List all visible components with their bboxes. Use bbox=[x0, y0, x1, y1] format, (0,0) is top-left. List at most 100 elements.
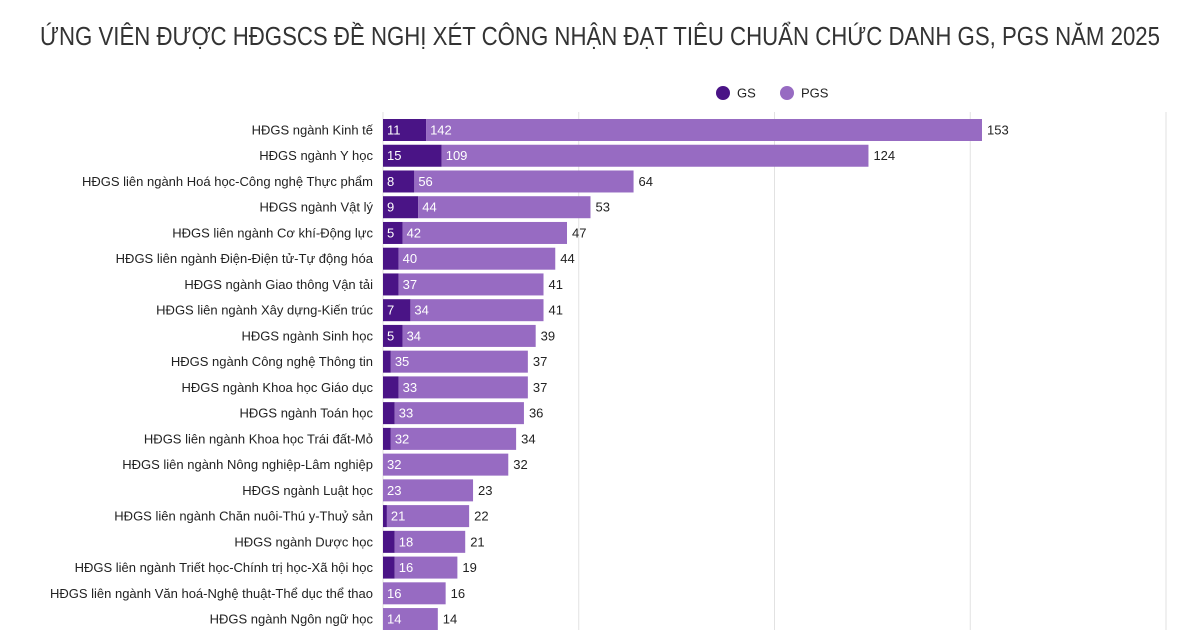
bar-segment bbox=[383, 479, 474, 502]
total-label: 53 bbox=[595, 200, 609, 215]
bar-segment bbox=[383, 427, 391, 450]
total-label: 34 bbox=[521, 431, 535, 446]
category-label: HĐGS liên ngành Khoa học Trái đất-Mỏ bbox=[144, 431, 373, 446]
category-label: HĐGS ngành Công nghệ Thông tin bbox=[171, 354, 373, 369]
category-label: HĐGS liên ngành Nông nghiệp-Lâm nghiệp bbox=[122, 457, 373, 472]
bar-segment bbox=[383, 196, 419, 219]
bar-segment bbox=[383, 402, 395, 425]
data-label: 33 bbox=[399, 406, 413, 421]
bar-segment bbox=[383, 582, 446, 605]
bar-segment bbox=[383, 170, 415, 193]
data-label: 109 bbox=[446, 148, 468, 163]
data-label: 34 bbox=[414, 303, 428, 318]
data-label: 44 bbox=[422, 200, 436, 215]
total-label: 21 bbox=[470, 534, 484, 549]
category-label: HĐGS ngành Toán học bbox=[240, 406, 374, 421]
bar-segment bbox=[398, 376, 528, 399]
data-label: 42 bbox=[407, 225, 421, 240]
legend-label: GS bbox=[737, 85, 756, 100]
data-label: 56 bbox=[418, 174, 432, 189]
data-label: 16 bbox=[399, 560, 413, 575]
bar-segment bbox=[383, 299, 411, 322]
total-label: 23 bbox=[478, 483, 492, 498]
data-label: 5 bbox=[387, 225, 394, 240]
legend-swatch bbox=[716, 86, 730, 100]
total-label: 36 bbox=[529, 406, 543, 421]
bar-segment bbox=[390, 427, 517, 450]
bar-segment bbox=[383, 505, 387, 528]
bar-segment bbox=[398, 273, 544, 296]
category-label: HĐGS ngành Khoa học Giáo dục bbox=[181, 380, 373, 395]
bar-segment bbox=[383, 530, 395, 553]
data-label: 37 bbox=[403, 277, 417, 292]
data-label: 32 bbox=[387, 457, 401, 472]
data-label: 142 bbox=[430, 122, 452, 137]
total-label: 44 bbox=[560, 251, 574, 266]
total-label: 32 bbox=[513, 457, 527, 472]
data-label: 32 bbox=[395, 431, 409, 446]
bar-segment bbox=[383, 247, 399, 270]
bar-segment bbox=[383, 144, 442, 167]
bar-segment bbox=[383, 556, 395, 579]
bar-segment bbox=[410, 299, 544, 322]
total-label: 19 bbox=[462, 560, 476, 575]
bar-segment bbox=[414, 170, 634, 193]
total-label: 16 bbox=[451, 586, 465, 601]
total-label: 14 bbox=[443, 611, 457, 626]
data-label: 35 bbox=[395, 354, 409, 369]
data-label: 40 bbox=[403, 251, 417, 266]
total-label: 39 bbox=[541, 328, 555, 343]
bar-segment bbox=[383, 324, 403, 347]
bar-segment bbox=[386, 505, 470, 528]
legend-label: PGS bbox=[801, 85, 829, 100]
data-label: 33 bbox=[403, 380, 417, 395]
data-label: 21 bbox=[391, 509, 405, 524]
total-label: 41 bbox=[549, 303, 563, 318]
bar-segment bbox=[383, 453, 509, 476]
data-label: 18 bbox=[399, 534, 413, 549]
category-label: HĐGS ngành Sinh học bbox=[241, 328, 373, 343]
total-label: 153 bbox=[987, 122, 1009, 137]
total-label: 124 bbox=[873, 148, 895, 163]
chart-title: ỨNG VIÊN ĐƯỢC HĐGSCS ĐỀ NGHỊ XÉT CÔNG NH… bbox=[40, 21, 1160, 51]
category-label: HĐGS ngành Luật học bbox=[242, 483, 373, 498]
category-label: HĐGS ngành Vật lý bbox=[260, 200, 374, 215]
category-label: HĐGS liên ngành Hoá học-Công nghệ Thực p… bbox=[82, 174, 373, 189]
category-label: HĐGS liên ngành Xây dựng-Kiến trúc bbox=[156, 303, 373, 318]
bar-segment bbox=[383, 350, 391, 373]
total-label: 22 bbox=[474, 509, 488, 524]
category-label: HĐGS ngành Dược học bbox=[234, 534, 373, 549]
category-label: HĐGS liên ngành Chăn nuôi-Thú y-Thuỷ sản bbox=[114, 509, 373, 524]
data-label: 8 bbox=[387, 174, 394, 189]
data-label: 16 bbox=[387, 586, 401, 601]
bar-segment bbox=[383, 376, 399, 399]
bar-segment bbox=[383, 221, 403, 244]
bar-segment bbox=[398, 247, 556, 270]
bar-segment bbox=[394, 530, 466, 553]
data-label: 11 bbox=[387, 122, 401, 137]
data-label: 15 bbox=[387, 148, 401, 163]
data-label: 34 bbox=[407, 328, 421, 343]
category-label: HĐGS ngành Y học bbox=[259, 148, 373, 163]
data-label: 14 bbox=[387, 611, 401, 626]
category-label: HĐGS liên ngành Điện-Điện tử-Tự động hóa bbox=[116, 251, 374, 266]
bar-segment bbox=[394, 402, 524, 425]
bar-segment bbox=[394, 556, 458, 579]
data-label: 9 bbox=[387, 200, 394, 215]
data-label: 23 bbox=[387, 483, 401, 498]
bar-segment bbox=[383, 273, 399, 296]
data-label: 7 bbox=[387, 303, 394, 318]
category-label: HĐGS ngành Giao thông Vận tải bbox=[184, 277, 373, 292]
total-label: 64 bbox=[639, 174, 653, 189]
total-label: 37 bbox=[533, 354, 547, 369]
bar-segment bbox=[402, 324, 536, 347]
category-label: HĐGS ngành Kinh tế bbox=[252, 122, 374, 137]
total-label: 41 bbox=[549, 277, 563, 292]
bar-segment bbox=[383, 608, 438, 630]
data-label: 5 bbox=[387, 328, 394, 343]
bar-segment bbox=[426, 119, 982, 141]
legend-swatch bbox=[780, 86, 794, 100]
category-label: HĐGS liên ngành Triết học-Chính trị học-… bbox=[75, 560, 374, 575]
bar-segment bbox=[418, 196, 591, 219]
